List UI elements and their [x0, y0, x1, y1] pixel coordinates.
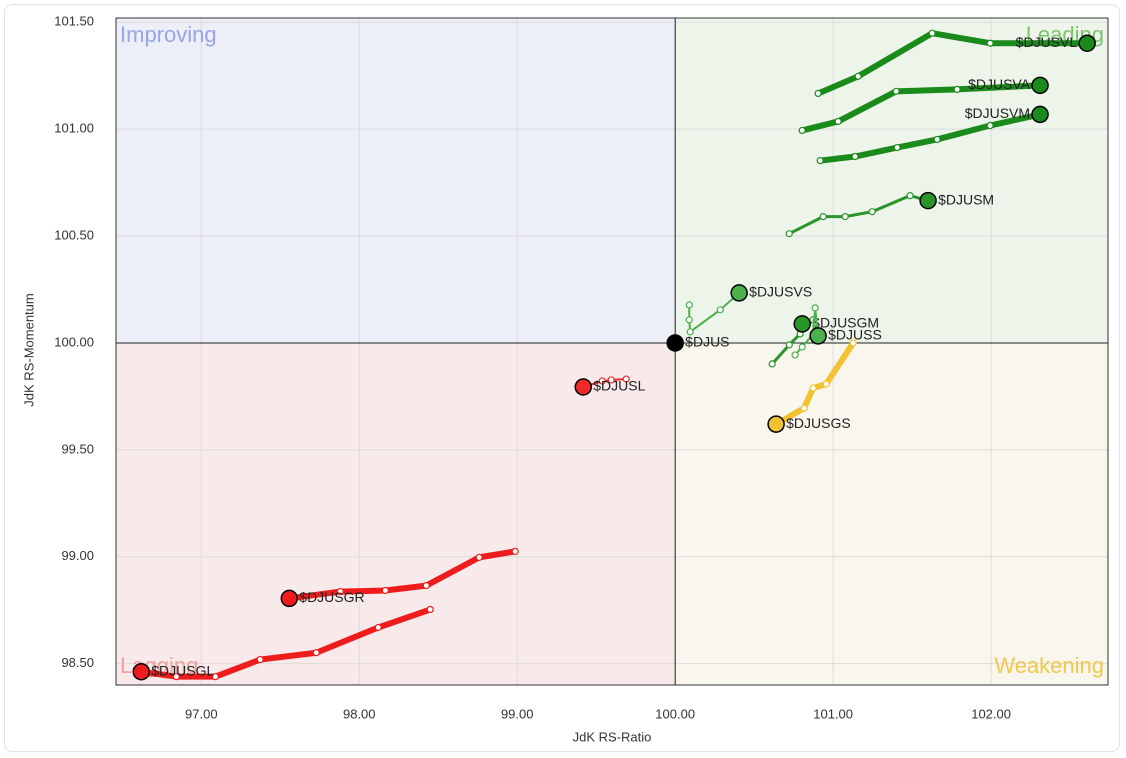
series-label: $DJUSVA: [968, 76, 1031, 92]
tail-point: [814, 89, 822, 98]
head-point: [666, 334, 684, 352]
tail-point: [381, 586, 389, 595]
x-tick-label: 98.00: [343, 706, 376, 721]
tail-point: [819, 213, 827, 221]
series-label: $DJUSGR: [299, 589, 364, 605]
tail-point: [312, 649, 320, 657]
tail-point: [928, 29, 936, 37]
head-point: [809, 327, 827, 345]
y-tick-label: 100.50: [54, 227, 94, 242]
head-point: [574, 378, 593, 396]
head-point: [767, 415, 785, 433]
tail-point: [685, 316, 693, 324]
tail-point: [374, 623, 382, 632]
head-point: [132, 662, 151, 681]
tail-point: [809, 384, 817, 392]
series-label: $DJUSM: [938, 191, 994, 207]
tail-point: [841, 213, 849, 221]
x-axis-title: JdK RS-Ratio: [573, 729, 652, 744]
head-point: [280, 589, 299, 608]
series-label: $DJUSGM: [812, 315, 879, 331]
tail-point: [791, 351, 799, 359]
tail-point: [892, 87, 900, 95]
y-tick-label: 99.00: [61, 548, 94, 563]
series-label: $DJUSGS: [786, 415, 851, 431]
y-tick-label: 101.50: [54, 14, 94, 29]
y-tick-label: 101.00: [54, 121, 94, 136]
tail-point: [336, 587, 344, 596]
series-label: $DJUSVS: [749, 284, 812, 300]
head-point: [919, 191, 937, 210]
head-point: [1031, 105, 1049, 124]
x-tick-label: 99.00: [501, 706, 534, 721]
tail-point: [893, 143, 901, 152]
tail-line: [582, 378, 628, 388]
y-tick-label: 99.50: [61, 441, 94, 456]
tail-point: [933, 135, 941, 144]
quadrant-label: Improving: [120, 22, 217, 47]
quadrant-label: Weakening: [994, 653, 1104, 678]
x-tick-label: 97.00: [185, 706, 218, 721]
tail-point: [986, 121, 994, 130]
x-tick-label: 101.00: [813, 706, 853, 721]
x-tick-label: 102.00: [971, 706, 1011, 721]
tail-point: [822, 380, 830, 388]
tail-point: [211, 673, 219, 681]
series-label: $DJUSVM: [965, 105, 1030, 121]
series-label: $DJUSL: [593, 378, 645, 394]
tail-line: [286, 548, 519, 602]
tail-point: [851, 152, 859, 161]
plot-frame: [115, 17, 1109, 686]
tail-point: [686, 328, 694, 336]
series-label: $DJUSGL: [151, 662, 214, 678]
head-point: [1078, 34, 1096, 52]
tail-point: [785, 230, 793, 238]
quadrant: [116, 342, 676, 685]
tail-point: [800, 404, 808, 412]
tail-line: [817, 111, 1044, 164]
tail-point: [953, 85, 961, 94]
head-point: [793, 315, 811, 333]
y-tick-label: 98.50: [61, 655, 94, 670]
tail-point: [849, 339, 857, 347]
y-axis-title: JdK RS-Momentum: [21, 293, 36, 406]
series-label: $DJUSVL: [1016, 34, 1078, 50]
y-tick-label: 100.00: [54, 334, 94, 349]
tail-point: [798, 126, 806, 135]
tail-point: [426, 605, 434, 614]
head-point: [1031, 76, 1049, 95]
card: [4, 4, 1120, 752]
quadrant: [675, 18, 1108, 343]
x-tick-label: 100.00: [655, 706, 695, 721]
tail-point: [811, 304, 819, 312]
tail-point: [798, 343, 806, 351]
series-label: $DJUSS: [828, 327, 882, 343]
quadrant: [675, 342, 1108, 685]
tail-point: [816, 156, 824, 165]
tail-point: [622, 375, 630, 383]
quadrant: [116, 18, 676, 343]
tail-point: [422, 581, 430, 590]
head-point: [730, 284, 748, 302]
tail-point: [834, 117, 842, 126]
tail-point: [685, 301, 693, 309]
tail-point: [854, 72, 862, 80]
tail-point: [607, 376, 615, 384]
tail-point: [785, 341, 793, 349]
tail-point: [172, 673, 180, 681]
tail-point: [598, 377, 606, 385]
tail-point: [906, 192, 914, 200]
tail-point: [475, 553, 483, 561]
tail-point: [256, 655, 264, 664]
tail-point: [986, 39, 994, 47]
tail-point: [868, 208, 876, 216]
tail-point: [716, 306, 724, 314]
tail-point: [511, 547, 519, 555]
tail-point: [768, 360, 776, 368]
series-label: $DJUS: [685, 334, 729, 350]
